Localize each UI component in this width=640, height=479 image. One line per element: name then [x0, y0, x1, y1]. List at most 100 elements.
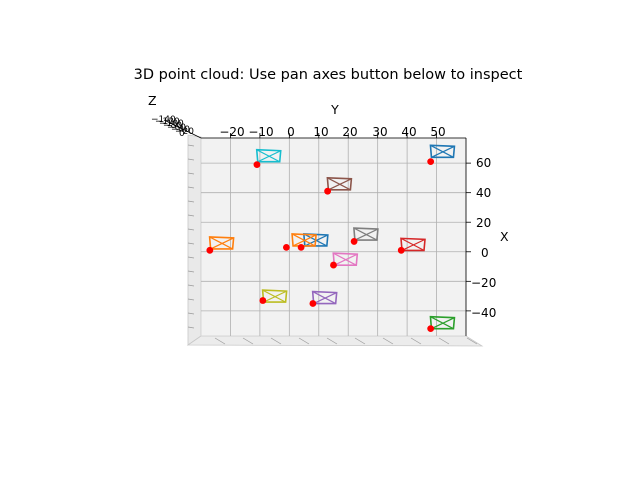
camera-diagonal: [292, 234, 317, 247]
x-axis-label: X: [500, 229, 509, 244]
bottom-pane-tick: [326, 337, 338, 345]
camera-frustum: [353, 227, 379, 241]
left-pane-tick: [187, 172, 195, 175]
point-marker: [297, 243, 305, 251]
z-tick-label: −40: [171, 125, 190, 135]
y-axis-label: Y: [330, 102, 339, 117]
point-marker: [330, 261, 337, 269]
camera-diagonal: [431, 145, 455, 158]
z-tick-label: −80: [163, 121, 182, 131]
bottom-pane: [186, 335, 484, 347]
y-tick-label: 30: [372, 125, 387, 139]
x-tick-label: 40: [476, 186, 491, 200]
point-marker: [259, 297, 267, 304]
camera-diagonal: [401, 238, 426, 251]
left-pane-tick: [187, 144, 195, 147]
point-marker: [253, 161, 261, 168]
camera-frustum: [400, 237, 426, 252]
camera-diagonal: [431, 317, 455, 330]
pane-tick-marks: [187, 144, 478, 345]
camera-frustum: [255, 148, 282, 163]
z-tick-label: −120: [155, 117, 180, 127]
left-pane-tick: [187, 312, 195, 315]
point-marker: [309, 300, 317, 307]
z-tick-label: −60: [167, 123, 186, 133]
left-pane-tick: [187, 298, 195, 301]
camera-diagonal: [334, 253, 358, 266]
left-pane-tick: [187, 214, 195, 217]
x-tick-marks: [466, 162, 471, 312]
camera-diagonal: [209, 236, 233, 250]
y-tick-label: 40: [401, 125, 416, 139]
camera-diagonal: [353, 227, 378, 241]
y-tick-label: −10: [248, 125, 273, 139]
back-pane: [200, 137, 467, 337]
point-marker: [324, 187, 332, 195]
axes-panes: [186, 134, 484, 347]
bottom-pane-tick: [298, 337, 310, 345]
camera-frustums: [208, 144, 456, 330]
point-marker: [282, 243, 290, 251]
z-axis-label: Z: [148, 93, 157, 108]
camera-frustum: [208, 236, 235, 250]
z-tick-label: −140: [151, 115, 176, 125]
x-tick-label: 60: [476, 156, 491, 170]
point-marker: [397, 246, 405, 254]
point-marker: [427, 325, 435, 333]
camera-diagonal: [312, 291, 336, 305]
left-pane-tick: [187, 326, 195, 329]
y-tick-label: 10: [313, 125, 328, 139]
camera-diagonal: [354, 228, 379, 241]
camera-diagonal: [262, 289, 286, 303]
y-tick-label: 50: [430, 125, 445, 139]
point-cloud: [206, 158, 435, 333]
chart-title: 3D point cloud: Use pan axes button belo…: [134, 67, 523, 83]
camera-frustum: [332, 252, 359, 266]
camera-diagonal: [263, 290, 287, 303]
x-tick-label: −40: [471, 306, 496, 320]
left-pane-tick: [187, 256, 195, 259]
camera-diagonal: [210, 237, 234, 250]
camera-frustum: [429, 315, 456, 330]
y-tick-label: 0: [287, 125, 295, 139]
y-tick-marks: [230, 133, 437, 138]
left-pane-tick: [187, 200, 195, 203]
point-marker: [206, 246, 214, 254]
camera-diagonal: [313, 292, 337, 305]
left-pane-tick: [187, 228, 195, 231]
z-tick-label: −20: [175, 127, 194, 137]
y-tick-label: 20: [342, 125, 357, 139]
bottom-pane-tick: [438, 337, 450, 345]
y-axis: −20 −10 0 10 20 30 40 50 Y: [201, 102, 466, 139]
y-tick-label: −20: [219, 125, 244, 139]
left-pane-tick: [187, 158, 195, 161]
bottom-pane-tick: [466, 337, 478, 345]
bottom-pane-tick: [410, 337, 422, 345]
z-tick-label: −100: [159, 119, 184, 129]
bottom-pane-tick: [214, 337, 226, 345]
point-marker: [427, 158, 435, 166]
camera-diagonal: [430, 316, 454, 330]
x-axis: −40 −20 0 20 40 60 X: [465, 138, 509, 336]
point-marker: [350, 238, 358, 245]
camera-frustum: [291, 233, 317, 247]
bottom-pane-tick: [270, 337, 282, 345]
bottom-pane-tick: [354, 337, 366, 345]
x-tick-label: 0: [481, 246, 489, 260]
x-tick-label: −20: [471, 276, 496, 290]
camera-diagonal: [430, 144, 454, 158]
camera-frustum: [311, 290, 338, 305]
camera-diagonal: [400, 237, 425, 251]
bottom-pane-tick: [382, 337, 394, 345]
camera-diagonal: [291, 233, 316, 247]
camera-frustum: [326, 176, 353, 191]
z-tick-label: 0: [179, 129, 185, 139]
left-pane-tick: [187, 270, 195, 273]
x-tick-label: 20: [476, 216, 491, 230]
camera-diagonal: [256, 149, 280, 163]
z-axis: Z −140 −120 −100 −80 −60 −40 −20 0: [148, 93, 202, 139]
camera-diagonal: [328, 178, 352, 191]
left-pane-tick: [187, 284, 195, 287]
left-pane-tick: [187, 242, 195, 245]
